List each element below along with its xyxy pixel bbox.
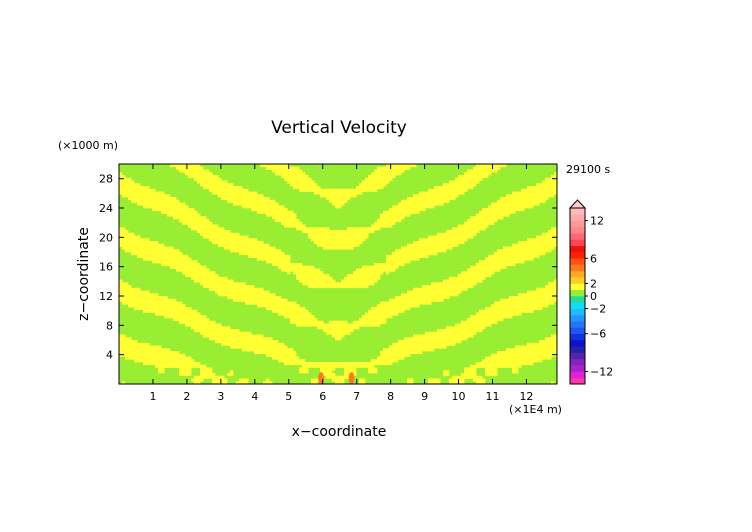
y-tick-label: 24 <box>99 202 113 215</box>
colorbar-level <box>570 296 585 303</box>
x-tick-label: 3 <box>217 390 224 403</box>
x-tick-label: 4 <box>251 390 258 403</box>
plot-frame <box>118 163 558 385</box>
colorbar-level <box>570 346 585 353</box>
x-tick-label: 8 <box>387 390 394 403</box>
y-unit-label: (×1000 m) <box>58 139 118 152</box>
colorbar-level <box>570 226 585 234</box>
colorbar: 12 6 20−2 −6 −12 <box>568 199 613 385</box>
y-tick-label: 20 <box>99 231 113 244</box>
colorbar-level <box>570 252 585 259</box>
colorbar-level <box>570 245 585 253</box>
updraft-core <box>348 372 355 384</box>
colorbar-level <box>570 365 585 372</box>
x-tick-label: 6 <box>319 390 326 403</box>
colorbar-level <box>570 340 585 347</box>
y-tick-label: 8 <box>106 319 113 332</box>
y-tick-label: 28 <box>99 173 113 186</box>
positive-velocity-region <box>119 164 557 384</box>
velocity-field <box>119 164 557 384</box>
chart-title: Vertical Velocity <box>271 118 407 138</box>
colorbar-tick-label: −2 <box>590 303 606 316</box>
colorbar-tick-label: −6 <box>590 328 606 341</box>
y-tick-label: 16 <box>99 261 113 274</box>
colorbar-tick-label: 12 <box>590 215 604 228</box>
colorbar-level <box>570 302 585 309</box>
colorbar-level <box>570 327 585 335</box>
x-tick-label: 9 <box>421 390 428 403</box>
colorbar-tick-label: 6 <box>590 252 597 265</box>
colorbar-tick-label: 0 <box>590 290 597 303</box>
colorbar-tick-label: 2 <box>590 277 597 290</box>
y-axis-ticks: 4 8 12 16 20 24 28 <box>99 173 557 362</box>
colorbar-level <box>570 289 585 297</box>
colorbar-level <box>570 308 585 316</box>
x-tick-label: 2 <box>183 390 190 403</box>
colorbar-level <box>570 270 585 278</box>
x-tick-label: 11 <box>485 390 499 403</box>
colorbar-level <box>570 220 585 228</box>
colorbar-level <box>570 283 585 291</box>
x-unit-label: (×1E4 m) <box>509 403 562 416</box>
colorbar-level <box>570 264 585 272</box>
colorbar-level <box>570 358 585 366</box>
colorbar-extend-arrow <box>568 199 587 209</box>
colorbar-level <box>570 377 585 385</box>
colorbar-level <box>570 214 585 221</box>
x-tick-label: 1 <box>149 390 156 403</box>
x-tick-label: 5 <box>285 390 292 403</box>
x-tick-label: 7 <box>353 390 360 403</box>
y-tick-label: 4 <box>106 349 113 362</box>
colorbar-tick-label: −12 <box>590 365 613 378</box>
colorbar-level <box>570 352 585 360</box>
x-axis-ticks: 1 2 3 4 5 6 7 8 9 10 11 12 <box>149 164 533 403</box>
x-axis-label: x−coordinate <box>292 424 387 440</box>
x-tick-label: 10 <box>452 390 466 403</box>
colorbar-level <box>570 314 585 322</box>
colorbar-level <box>570 371 585 379</box>
colorbar-level <box>570 258 585 265</box>
colorbar-level <box>570 233 585 240</box>
x-tick-label: 12 <box>519 390 533 403</box>
colorbar-level <box>570 239 585 247</box>
y-axis-label: z−coordinate <box>76 227 92 321</box>
time-label: 29100 s <box>566 163 610 176</box>
colorbar-level <box>570 321 585 328</box>
colorbar-level <box>570 277 585 284</box>
colorbar-level <box>570 333 585 341</box>
colorbar-level <box>570 208 585 215</box>
y-tick-label: 12 <box>99 290 113 303</box>
